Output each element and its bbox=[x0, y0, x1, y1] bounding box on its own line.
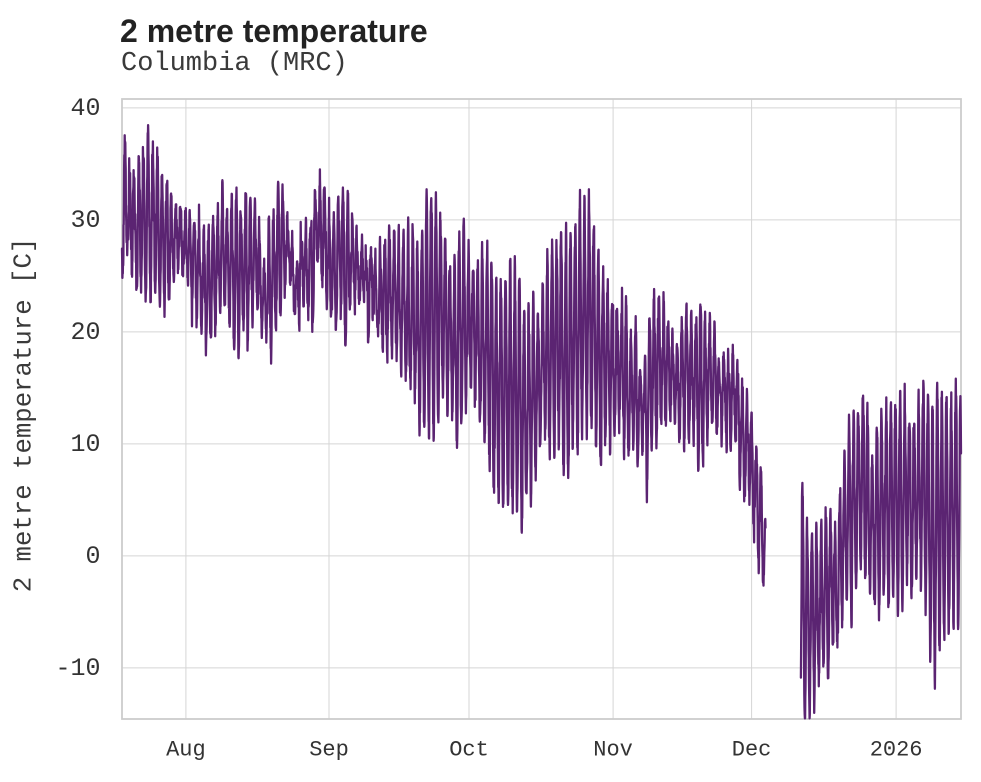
svg-text:Sep: Sep bbox=[309, 738, 349, 763]
svg-text:20: 20 bbox=[70, 318, 100, 347]
svg-text:2026: 2026 bbox=[870, 738, 923, 763]
svg-text:Nov: Nov bbox=[593, 738, 633, 763]
svg-text:Dec: Dec bbox=[732, 738, 772, 763]
svg-text:40: 40 bbox=[70, 94, 100, 123]
svg-text:30: 30 bbox=[70, 206, 100, 235]
svg-text:Aug: Aug bbox=[166, 738, 206, 763]
svg-text:10: 10 bbox=[70, 430, 100, 459]
svg-text:0: 0 bbox=[85, 542, 100, 571]
svg-text:Oct: Oct bbox=[449, 738, 489, 763]
svg-text:-10: -10 bbox=[55, 654, 100, 683]
